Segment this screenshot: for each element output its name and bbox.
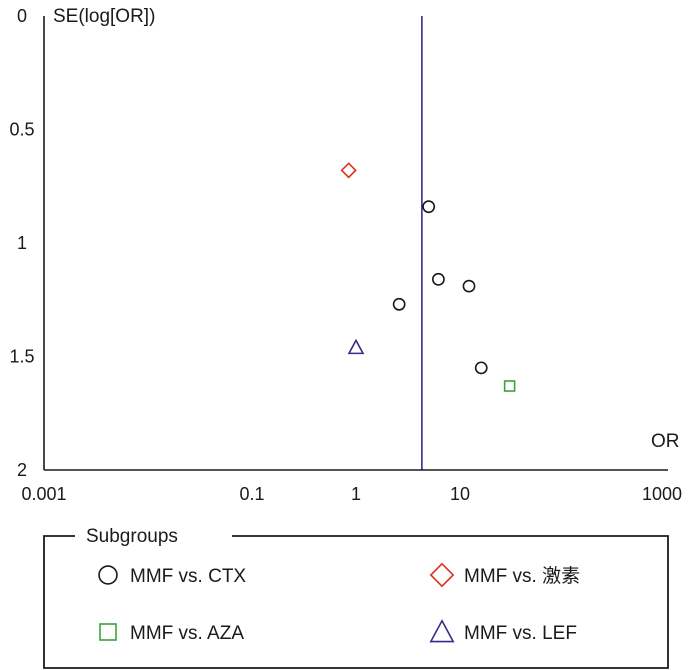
data-point-circle [422, 200, 436, 214]
legend-items: MMF vs. CTX MMF vs. 激素 MMF vs. AZA MMF vs. … [98, 562, 580, 644]
legend-title: Subgroups [86, 526, 178, 547]
data-point-circle [474, 361, 488, 375]
legend-item: MMF vs. CTX [98, 565, 246, 587]
legend-label: MMF vs. AZA [130, 623, 244, 644]
y-tick-label: 0.5 [9, 120, 34, 140]
y-tick-label: 0 [17, 6, 27, 26]
data-point-diamond [340, 162, 357, 179]
x-tick-label: 1000 [642, 484, 682, 504]
legend-item: MMF vs. LEF [429, 619, 577, 644]
data-point-triangle [347, 338, 365, 355]
y-tick-label: 1.5 [9, 347, 34, 367]
tick-labels: 0 0.5 1 1.5 2 0.001 0.1 1 10 1000 [9, 6, 682, 504]
legend-label: MMF vs. CTX [130, 566, 246, 587]
y-tick-label: 1 [17, 233, 27, 253]
x-tick-label: 0.001 [21, 484, 66, 504]
legend-item: MMF vs. AZA [99, 623, 244, 644]
y-axis-title: SE(log[OR]) [53, 6, 155, 27]
data-point-circle [462, 279, 476, 293]
legend: Subgroups MMF vs. CTX MMF vs. 激素 MMF vs. A… [43, 526, 669, 669]
legend-label: MMF vs. LEF [464, 623, 577, 644]
legend-frame [43, 535, 669, 669]
legend-diamond-icon [429, 562, 455, 588]
legend-square-icon [99, 623, 117, 641]
x-tick-label: 0.1 [239, 484, 264, 504]
x-axis-title: OR [651, 431, 680, 452]
legend-item: MMF vs. 激素 [429, 562, 580, 588]
x-tick-label: 1 [351, 484, 361, 504]
legend-label: MMF vs. 激素 [464, 565, 580, 587]
legend-triangle-icon [429, 619, 455, 643]
x-tick-label: 10 [450, 484, 470, 504]
legend-circle-icon [98, 565, 118, 585]
data-point-square [503, 380, 516, 392]
data-points [340, 162, 516, 392]
y-tick-label: 2 [17, 460, 27, 480]
data-point-circle [392, 297, 406, 311]
axes: SE(log[OR]) OR [43, 6, 680, 471]
data-point-circle [432, 272, 445, 286]
